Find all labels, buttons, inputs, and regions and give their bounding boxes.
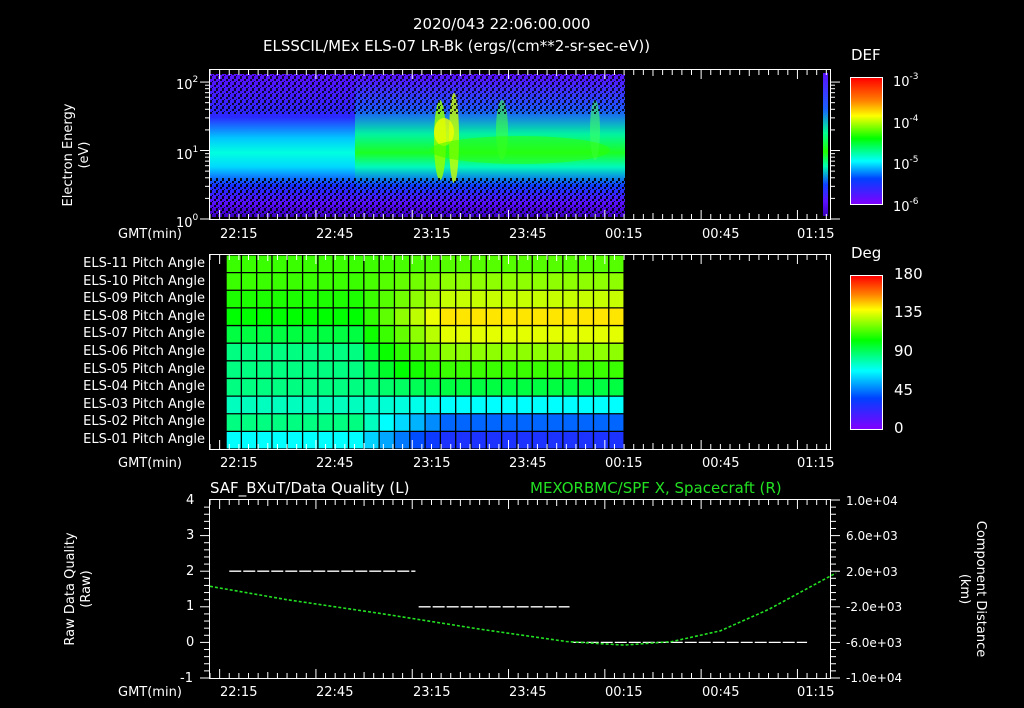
panel3-left-ylabel: Raw Data Quality (Raw) [63,532,94,646]
colorbar-def [850,77,883,205]
colorbar-def-title: DEF [851,46,881,64]
pitch-angle-grid [209,254,827,450]
pitch-row-label: ELS-09 Pitch Angle [83,291,205,307]
time-axis-label-1: GMT(min) [118,227,182,242]
panel1-ylabel: Electron Energy (eV) [61,103,92,207]
panel1-ytick-10: 101 [176,145,199,163]
pitch-row-label: ELS-02 Pitch Angle [83,414,205,430]
panel3-right-title: MEXORBMC/SPF X, Spacecraft (R) [530,479,782,497]
panel3-right-ytick: -2.0e+03 [846,600,903,614]
panel3-right-ytick: 1.0e+04 [846,494,898,508]
colorbar-def-tick-1e-6: 10-6 [893,197,919,215]
plot-timestamp: 2020/043 22:06:00.000 [413,15,591,33]
panel3-left-ytick: 1 [186,599,195,614]
panel3-left-ytick: 4 [186,493,195,508]
quality-orbit-lines [200,499,840,679]
time-axis-label-3: GMT(min) [118,685,182,700]
time-ticks-3: 22:15 22:45 23:15 23:45 00:15 00:45 01:1… [220,685,835,700]
time-ticks-1: 22:15 22:45 23:15 23:45 00:15 00:45 01:1… [220,227,835,242]
colorbar-deg-tick-0: 0 [894,419,904,437]
pitch-angle-heatmap [209,254,830,450]
panel3-right-ytick: -1.0e+04 [846,671,903,685]
pitch-row-label: ELS-08 Pitch Angle [83,308,205,324]
pitch-row-label: ELS-03 Pitch Angle [83,396,205,412]
panel1-ytick-100: 102 [176,75,199,93]
colorbar-deg-tick-180: 180 [894,265,923,283]
energy-spectrogram-frame [209,69,831,220]
panel3-right-ytick: -6.0e+03 [846,636,903,650]
quality-orbit-plot [200,499,840,679]
pitch-angle-frame [209,254,831,450]
quality-orbit-frame [209,499,831,679]
colorbar-deg-tick-90: 90 [894,342,914,360]
colorbar-def-tick-1e-4: 10-4 [893,114,919,132]
colorbar-deg [850,275,883,430]
pitch-row-label: ELS-05 Pitch Angle [83,361,205,377]
panel3-left-ytick: 2 [186,564,195,579]
panel3-right-ylabel: Component Distance (km) [957,520,988,658]
colorbar-deg-tick-45: 45 [894,381,914,399]
panel3-left-ytick: 0 [186,635,195,650]
colorbar-deg-title: Deg [851,244,882,262]
panel3-left-title: SAF_BXuT/Data Quality (L) [210,479,410,497]
panel3-left-ytick: -1 [180,671,193,686]
pitch-row-label: ELS-11 Pitch Angle [83,256,205,271]
energy-spectrogram [200,70,840,220]
plot-subtitle: ELSSCIL/MEx ELS-07 LR-Bk (ergs/(cm**2-sr… [263,37,651,55]
colorbar-deg-tick-135: 135 [894,303,923,321]
energy-spectrogram-plot [200,70,840,220]
time-axis-label-2: GMT(min) [118,456,182,471]
pitch-row-label: ELS-06 Pitch Angle [83,344,205,359]
pitch-row-label: ELS-10 Pitch Angle [83,273,205,289]
colorbar-def-tick-1e-3: 10-3 [893,72,919,90]
pitch-row-label: ELS-01 Pitch Angle [83,432,205,447]
panel3-right-ytick: 6.0e+03 [846,529,898,543]
colorbar-def-tick-1e-5: 10-5 [893,155,919,173]
time-ticks-2: 22:15 22:45 23:15 23:45 00:15 00:45 01:1… [220,456,835,471]
panel3-right-ytick: 2.0e+03 [846,565,898,579]
panel3-left-ytick: 3 [186,528,195,543]
pitch-row-label: ELS-04 Pitch Angle [83,379,205,395]
pitch-row-label: ELS-07 Pitch Angle [83,326,205,342]
panel1-ytick-1: 100 [176,213,199,231]
